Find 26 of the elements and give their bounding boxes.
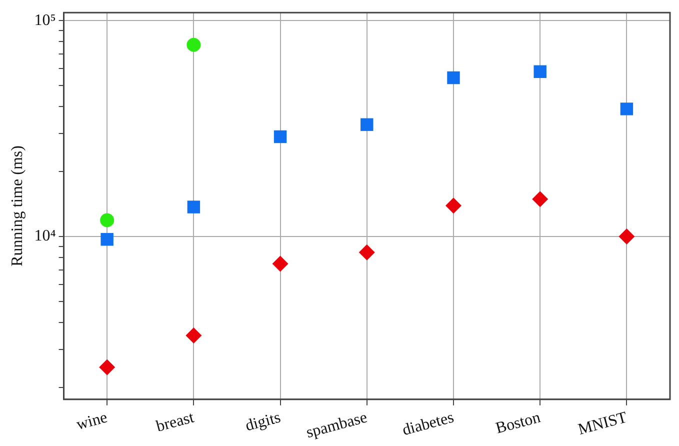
point <box>100 233 114 246</box>
point <box>100 213 114 228</box>
x-tick-label: spambase <box>304 409 370 442</box>
x-tick-label: digits <box>244 409 282 435</box>
x-tick-label: MNIST <box>576 409 630 438</box>
y-tick-label: 10⁵ <box>34 12 56 29</box>
point <box>274 130 287 144</box>
x-tick-label: diabetes <box>400 409 456 440</box>
point <box>186 38 201 52</box>
point <box>360 118 374 131</box>
point <box>272 256 288 272</box>
point <box>445 198 462 214</box>
x-tick-label: Boston <box>494 409 542 438</box>
point <box>532 191 548 208</box>
point <box>447 71 460 84</box>
point <box>620 102 634 116</box>
point <box>99 359 116 376</box>
point <box>358 244 375 260</box>
y-tick-label: 10⁴ <box>34 228 56 245</box>
point <box>618 228 635 245</box>
x-tick-label: wine <box>74 409 110 434</box>
point <box>187 200 200 214</box>
x-tick-label: breast <box>154 408 196 436</box>
point <box>186 327 202 344</box>
point <box>534 65 546 78</box>
y-axis-title: Running time (ms) <box>8 146 26 266</box>
